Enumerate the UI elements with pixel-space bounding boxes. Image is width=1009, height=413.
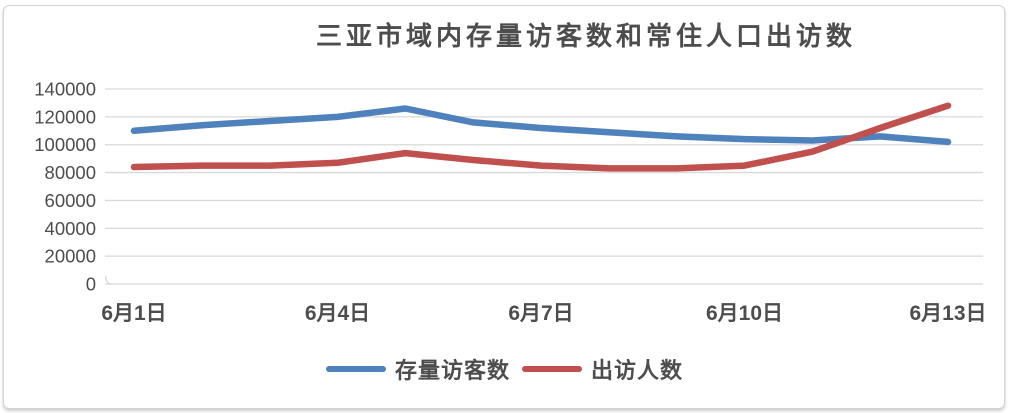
legend-label: 出访人数 [591, 358, 684, 383]
y-axis-tick-label: 140000 [34, 79, 96, 100]
legend-label: 存量访客数 [394, 358, 510, 383]
y-axis-tick-label: 100000 [34, 134, 96, 155]
y-axis-tick-label: 60000 [45, 190, 96, 211]
x-axis-tick-label: 6月1日 [101, 302, 166, 325]
chart-card [3, 5, 1005, 409]
legend-item: 出访人数 [522, 353, 683, 385]
series-line-出访人数 [130, 102, 952, 172]
x-axis-tick-label: 6月13日 [909, 302, 986, 325]
y-axis-tick-label: 20000 [45, 246, 96, 267]
x-axis-tick-label: 6月4日 [305, 302, 370, 325]
y-axis-tick-label: 80000 [45, 162, 96, 183]
y-axis-tick-label: 120000 [34, 106, 96, 127]
x-axis-tick-label: 6月10日 [706, 302, 783, 325]
y-axis-tick-label: 40000 [45, 218, 96, 239]
legend-marker [522, 366, 582, 372]
x-axis-line [104, 275, 114, 285]
series-line-存量访客数 [130, 105, 952, 146]
legend-marker [325, 366, 386, 372]
legend: 存量访客数 出访人数 [0, 352, 1009, 386]
chart-title: 三亚市域内存量访客数和常住人口出访数 [315, 21, 856, 51]
legend-item: 存量访客数 [325, 353, 510, 385]
y-axis-tick-label: 0 [86, 274, 96, 295]
x-axis-tick-label: 6月7日 [508, 302, 573, 325]
